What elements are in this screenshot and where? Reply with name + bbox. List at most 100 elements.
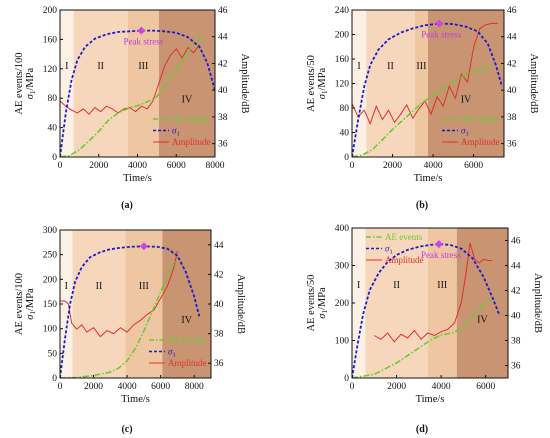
y2-tick-label: 44 [214, 241, 224, 251]
y2-tick-label: 36 [507, 140, 517, 150]
x-tick-label: 2000 [89, 161, 108, 171]
stage-band [162, 230, 211, 378]
x-tick-label: 4000 [424, 161, 443, 171]
x-tick-label: 4000 [432, 382, 451, 392]
y-tick-label: 200 [335, 299, 350, 309]
y-tick-label: 100 [335, 337, 350, 347]
y-tick-label: 0 [52, 153, 57, 163]
panel-caption: (d) [416, 424, 428, 435]
stage-label: IV [182, 95, 193, 106]
peak-stress-label: Peak stress [124, 37, 164, 47]
stage-band [352, 228, 366, 378]
amplitude-series [60, 250, 178, 338]
panel-caption: (a) [121, 200, 133, 211]
y2-tick-label: 46 [511, 237, 521, 247]
stage-label: III [138, 61, 148, 72]
legend-label: Amplitude [461, 137, 500, 147]
y2-tick-label: 38 [218, 113, 228, 123]
x-axis-label: Time/s [121, 394, 150, 405]
y-axis-label: AE events/100σ1/MPa [14, 273, 37, 335]
stage-label: II [97, 61, 104, 72]
y-tick-label: 160 [43, 35, 58, 45]
y2-tick-label: 44 [511, 262, 521, 272]
stage-band [158, 10, 215, 157]
y-tick-label: 120 [335, 80, 350, 90]
stage-label: III [437, 280, 447, 291]
stage-band [366, 10, 415, 157]
amplitude-series [374, 242, 493, 343]
stage-band [414, 10, 428, 157]
y2-tick-label: 42 [218, 59, 228, 69]
y-tick-label: 300 [43, 226, 58, 236]
x-tick-label: 0 [58, 161, 63, 171]
y-tick-label: 50 [48, 349, 58, 359]
y2-tick-label: 46 [218, 6, 228, 16]
stage-label: I [357, 280, 360, 291]
stress-series [352, 243, 500, 378]
ae-events-series [352, 297, 500, 378]
legend-label: AE events [385, 232, 423, 242]
stage-band [352, 10, 367, 157]
panel-caption: (c) [121, 424, 132, 435]
y-tick-label: 200 [335, 31, 350, 41]
y-tick-label: 40 [340, 129, 350, 139]
y-tick-label: 120 [43, 65, 58, 75]
peak-stress-label: Peak stress [421, 250, 461, 260]
y2-tick-label: 42 [511, 287, 521, 297]
y-tick-label: 100 [43, 325, 58, 335]
legend-label: Amplitude [168, 358, 207, 368]
y2-tick-label: 46 [507, 6, 517, 16]
y2-axis-label: Amplitude/dB [239, 53, 250, 113]
peak-stress-marker [434, 240, 443, 249]
y2-tick-label: 38 [507, 113, 517, 123]
stage-label: IV [477, 315, 488, 326]
x-tick-label: 6000 [167, 161, 186, 171]
stage-label: III [139, 281, 149, 292]
legend-label: σ1 [172, 126, 180, 138]
y-tick-label: 240 [335, 6, 350, 16]
y2-tick-label: 36 [218, 140, 228, 150]
x-tick-label: 0 [350, 161, 355, 171]
x-tick-label: 0 [58, 382, 63, 392]
peak-stress-marker [435, 19, 444, 28]
y2-tick-label: 44 [218, 33, 228, 43]
y-axis-label: AE events/100σ1/MPa [14, 52, 37, 114]
y2-tick-label: 36 [511, 362, 521, 372]
stage-band [60, 230, 73, 378]
amplitude-series [60, 44, 200, 115]
stage-label: IV [181, 315, 192, 326]
y-tick-label: 0 [52, 374, 57, 384]
y2-tick-label: 40 [218, 86, 228, 96]
legend-label: AE events [172, 114, 210, 124]
stage-band [365, 228, 428, 378]
stage-band [72, 230, 126, 378]
stage-label: II [96, 281, 103, 292]
y-tick-label: 250 [43, 251, 58, 261]
y2-tick-label: 40 [507, 86, 517, 96]
y-tick-label: 40 [48, 124, 58, 134]
y-axis-label: AE events/50σ1/MPa [306, 55, 329, 112]
x-tick-label: 2000 [383, 161, 402, 171]
peak-stress-marker [137, 26, 146, 35]
ae-events-series [60, 35, 206, 157]
x-tick-label: 6000 [151, 382, 170, 392]
legend-label: σ1 [461, 126, 469, 138]
y-tick-label: 200 [43, 275, 58, 285]
stress-series [352, 22, 503, 157]
x-tick-label: 0 [350, 382, 355, 392]
stress-series [60, 29, 215, 157]
peak-stress-marker [139, 242, 148, 251]
stage-label: II [387, 61, 394, 72]
stage-band [127, 10, 159, 157]
y2-axis-label: Amplitude/dB [532, 273, 543, 333]
y-tick-label: 200 [43, 6, 58, 16]
x-axis-label: Time/s [414, 173, 443, 184]
y2-tick-label: 38 [214, 330, 224, 340]
